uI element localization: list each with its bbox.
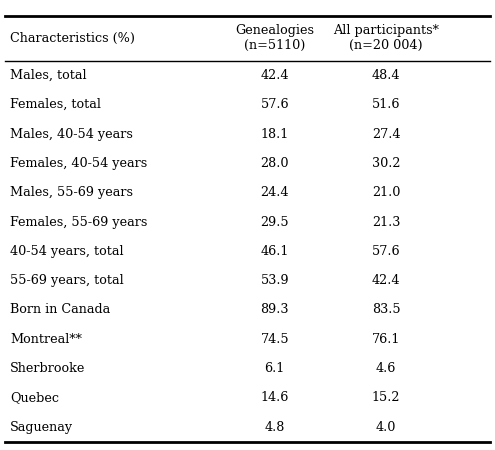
Text: Males, 55-69 years: Males, 55-69 years xyxy=(10,186,133,199)
Text: Genealogies
(n=5110): Genealogies (n=5110) xyxy=(235,24,314,52)
Text: 57.6: 57.6 xyxy=(260,98,289,111)
Text: Born in Canada: Born in Canada xyxy=(10,303,110,316)
Text: 30.2: 30.2 xyxy=(372,157,400,170)
Text: Females, 55-69 years: Females, 55-69 years xyxy=(10,216,148,229)
Text: 76.1: 76.1 xyxy=(372,333,400,346)
Text: All participants*
(n=20 004): All participants* (n=20 004) xyxy=(333,24,439,52)
Text: 21.0: 21.0 xyxy=(372,186,400,199)
Text: 46.1: 46.1 xyxy=(260,245,289,258)
Text: 42.4: 42.4 xyxy=(260,69,289,82)
Text: 6.1: 6.1 xyxy=(265,362,285,375)
Text: Quebec: Quebec xyxy=(10,392,59,405)
Text: 89.3: 89.3 xyxy=(260,303,289,316)
Text: Females, total: Females, total xyxy=(10,98,101,111)
Text: 40-54 years, total: 40-54 years, total xyxy=(10,245,124,258)
Text: 27.4: 27.4 xyxy=(372,127,400,140)
Text: 48.4: 48.4 xyxy=(372,69,400,82)
Text: 42.4: 42.4 xyxy=(372,274,400,287)
Text: Females, 40-54 years: Females, 40-54 years xyxy=(10,157,147,170)
Text: Montreal**: Montreal** xyxy=(10,333,82,346)
Text: 15.2: 15.2 xyxy=(372,392,400,405)
Text: 57.6: 57.6 xyxy=(372,245,400,258)
Text: 21.3: 21.3 xyxy=(372,216,400,229)
Text: 4.8: 4.8 xyxy=(264,421,285,434)
Text: 83.5: 83.5 xyxy=(372,303,400,316)
Text: 14.6: 14.6 xyxy=(260,392,289,405)
Text: 29.5: 29.5 xyxy=(260,216,289,229)
Text: Males, 40-54 years: Males, 40-54 years xyxy=(10,127,133,140)
Text: 24.4: 24.4 xyxy=(260,186,289,199)
Text: 51.6: 51.6 xyxy=(372,98,400,111)
Text: 74.5: 74.5 xyxy=(260,333,289,346)
Text: Sherbrooke: Sherbrooke xyxy=(10,362,85,375)
Text: 28.0: 28.0 xyxy=(260,157,289,170)
Text: 4.0: 4.0 xyxy=(376,421,396,434)
Text: Saguenay: Saguenay xyxy=(10,421,73,434)
Text: 4.6: 4.6 xyxy=(376,362,396,375)
Text: 55-69 years, total: 55-69 years, total xyxy=(10,274,124,287)
Text: Males, total: Males, total xyxy=(10,69,87,82)
Text: Characteristics (%): Characteristics (%) xyxy=(10,32,135,45)
Text: 18.1: 18.1 xyxy=(260,127,289,140)
Text: 53.9: 53.9 xyxy=(260,274,289,287)
